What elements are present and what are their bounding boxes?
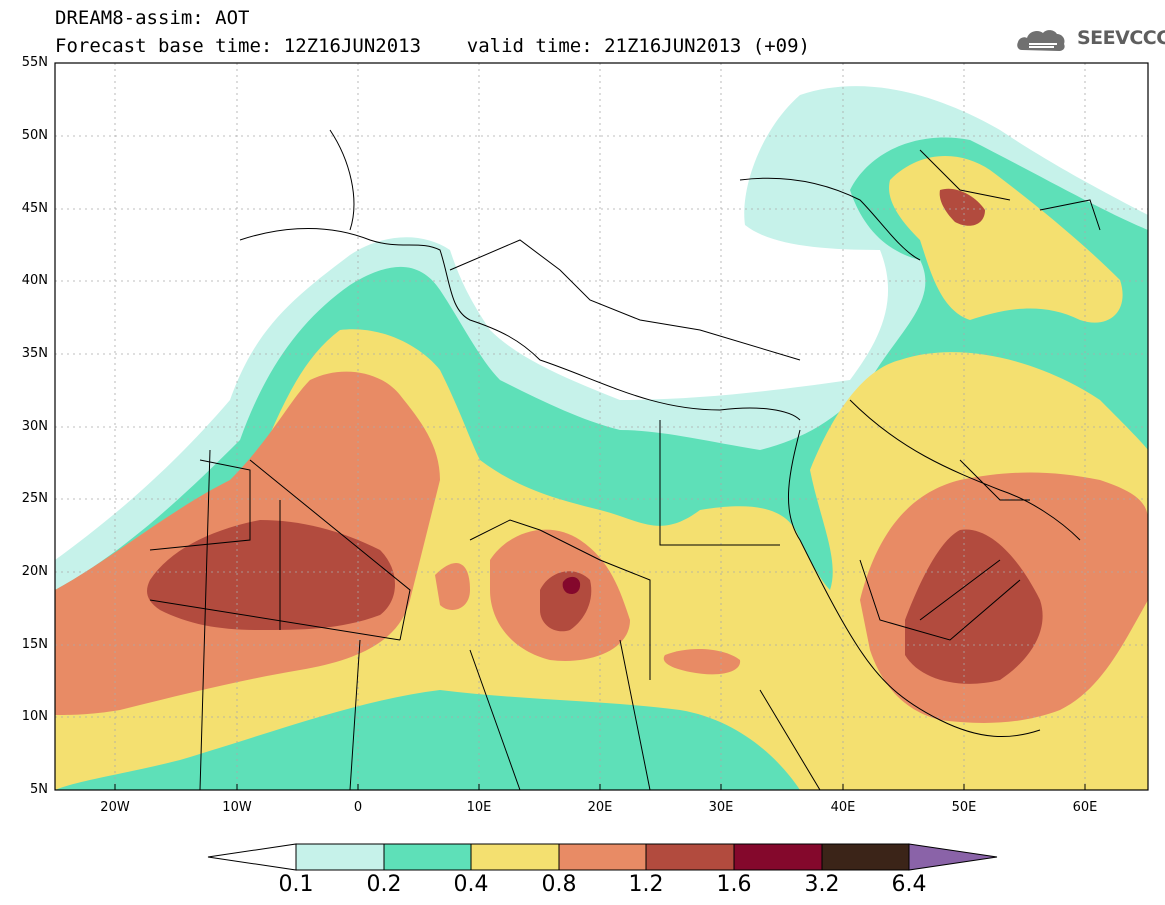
colorbar-label: 0.8 — [541, 872, 577, 897]
colorbar-label: 0.4 — [453, 872, 489, 897]
lon-label: 30E — [708, 800, 734, 815]
lat-label: 55N — [21, 55, 48, 70]
map-title: DREAM8-assim: AOT — [55, 7, 250, 29]
lat-label: 40N — [21, 273, 48, 288]
aot-band-1-6 — [562, 576, 581, 594]
colorbar-label: 1.2 — [628, 872, 664, 897]
cloud-icon — [1017, 30, 1065, 51]
lon-label: 0 — [353, 800, 363, 815]
lon-label: 10E — [466, 800, 492, 815]
lat-label: 30N — [21, 419, 48, 434]
map-subtitle: Forecast base time: 12Z16JUN2013 valid t… — [55, 35, 810, 57]
lat-label: 20N — [21, 564, 48, 579]
lat-label: 10N — [21, 709, 48, 724]
logo-text: SEEVCCC — [1077, 27, 1165, 49]
lon-label: 60E — [1072, 800, 1098, 815]
colorbar-label: 0.2 — [366, 872, 402, 897]
lon-label: 20E — [587, 800, 613, 815]
graticule — [55, 63, 1148, 790]
lat-label: 25N — [21, 491, 48, 506]
lat-label: 5N — [30, 782, 48, 797]
colorbar-label: 0.1 — [278, 872, 314, 897]
colorbar-label: 3.2 — [804, 872, 840, 897]
colorbar-label: 6.4 — [891, 872, 927, 897]
lat-label: 50N — [21, 128, 48, 143]
map-frame — [54, 62, 1149, 791]
lat-label: 35N — [21, 346, 48, 361]
axis-ticks — [114, 784, 1086, 790]
colorbar-label: 1.6 — [716, 872, 752, 897]
colorbar — [207, 843, 998, 871]
coastlines — [149, 129, 1101, 790]
lat-label: 45N — [21, 201, 48, 216]
lon-label: 50E — [951, 800, 977, 815]
lon-label: 40E — [830, 800, 856, 815]
lat-label: 15N — [21, 637, 48, 652]
lon-label: 10W — [222, 800, 252, 815]
lon-label: 20W — [100, 800, 130, 815]
